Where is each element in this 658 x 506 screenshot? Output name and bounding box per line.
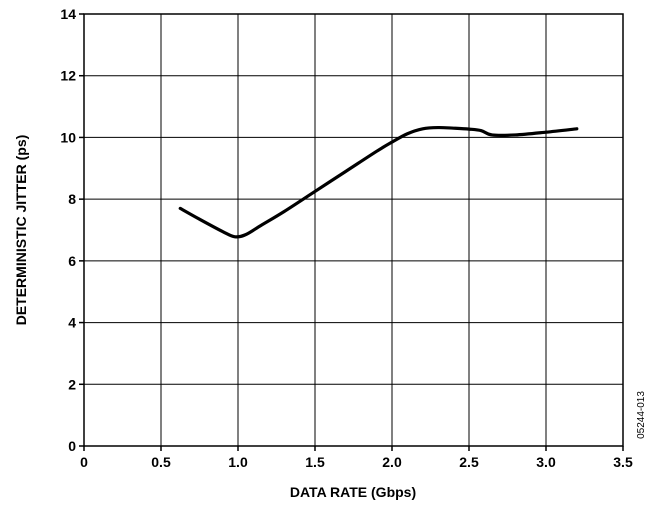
x-tick-label: 1.0: [228, 454, 248, 470]
grid-lines: [83, 13, 624, 447]
x-tick-labels: 0 0.5 1.0 1.5 2.0 2.5 3.0 3.5: [80, 454, 633, 470]
axis-ticks: [79, 13, 624, 451]
y-tick-label: 2: [68, 376, 76, 392]
y-tick-labels: 0 2 4 6 8 10 12 14: [60, 6, 76, 454]
plot-frame: [83, 13, 624, 447]
data-series: [178, 125, 579, 239]
y-tick-label: 14: [60, 6, 76, 22]
x-tick-label: 1.5: [305, 454, 325, 470]
x-axis-title: DATA RATE (Gbps): [290, 484, 416, 500]
x-tick-label: 2.5: [459, 454, 479, 470]
jitter-series-line: [178, 125, 579, 239]
y-tick-label: 12: [60, 68, 76, 84]
y-tick-label: 8: [68, 191, 76, 207]
x-tick-label: 0: [80, 454, 88, 470]
y-axis-title: DETERMINISTIC JITTER (ps): [13, 135, 29, 326]
x-tick-label: 2.0: [382, 454, 402, 470]
x-tick-label: 3.5: [613, 454, 633, 470]
y-tick-label: 10: [60, 129, 76, 145]
y-tick-label: 6: [68, 253, 76, 269]
y-tick-label: 4: [68, 315, 76, 331]
figure-id-label: 05244-013: [636, 391, 647, 439]
x-tick-label: 0.5: [151, 454, 171, 470]
y-tick-label: 0: [68, 438, 76, 454]
x-tick-label: 3.0: [536, 454, 556, 470]
